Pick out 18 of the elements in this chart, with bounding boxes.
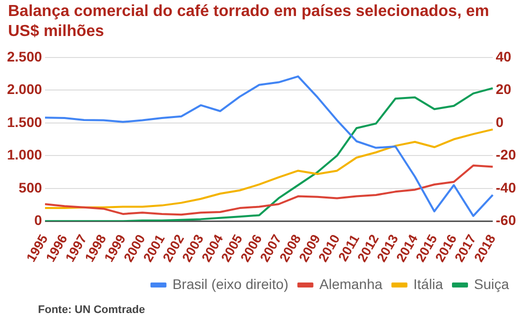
y2-tick-label: 20: [496, 81, 512, 98]
y2-tick-label: 40: [496, 48, 512, 64]
y-tick-label: 500: [18, 179, 42, 196]
legend-label: Suiça: [474, 276, 510, 292]
y2-tick-label: 0: [496, 114, 504, 130]
legend-label: Itália: [413, 276, 444, 292]
y2-tick-label: -60: [496, 212, 516, 228]
source-note: Fonte: UN Comtrade: [38, 304, 145, 316]
y-tick-label: 1.000: [6, 146, 42, 163]
chart-title: Balança comercial do café torrado em países selecionados, em US$ milhões: [8, 2, 490, 42]
y2-tick-label: -40: [496, 179, 516, 196]
y-tick-label: 2.500: [6, 48, 42, 64]
legend-label: Alemanha: [319, 276, 383, 292]
y-tick-label: 0: [34, 212, 42, 228]
y-tick-label: 1.500: [6, 114, 42, 130]
y2-tick-label: -20: [496, 146, 516, 163]
legend-label: Brasil (eixo direito): [172, 276, 288, 292]
y-tick-label: 2.000: [6, 81, 42, 98]
